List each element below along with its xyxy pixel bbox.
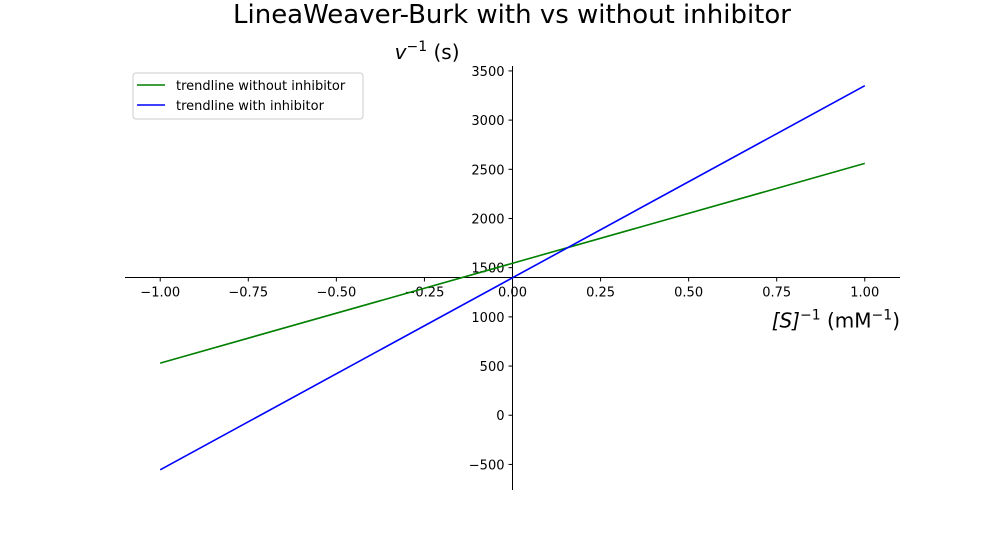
y-tick-label: 2500 <box>471 163 504 178</box>
y-axis-label: v−1 (s) <box>395 39 460 64</box>
x-tick-label: 0.25 <box>586 286 615 301</box>
y-tick-label: 3000 <box>471 114 504 129</box>
legend-label-1: trendline with inhibitor <box>176 99 325 114</box>
x-tick-label: −0.50 <box>316 286 356 301</box>
series-lines <box>159 84 866 471</box>
y-tick-label: 3500 <box>471 65 504 80</box>
x-tick-label: 0.50 <box>674 286 703 301</box>
x-tick-label: −0.25 <box>405 286 445 301</box>
legend-box <box>132 72 364 120</box>
y-tick-label: 1000 <box>471 311 504 326</box>
legend: trendline without inhibitor trendline wit… <box>132 72 364 120</box>
x-tick-label: 0.75 <box>762 286 791 301</box>
y-tick-label: −500 <box>469 458 505 473</box>
series-line-0 <box>159 162 866 364</box>
y-tick-label: 1500 <box>471 262 504 277</box>
x-tick-label: 0.00 <box>498 286 527 301</box>
x-axis-label: [S]−1 (mM−1) <box>772 308 900 333</box>
series-line-1 <box>159 84 866 471</box>
axis-labels: [S]−1 (mM−1) v−1 (s) <box>395 39 900 333</box>
x-tick-label: 1.00 <box>850 286 879 301</box>
y-tick-label: 2000 <box>471 212 504 227</box>
x-tick-label: −1.00 <box>140 286 180 301</box>
ticks: −1.00 −0.75 −0.50 −0.25 0.00 0.25 0.50 0.75 1.00… <box>140 65 879 474</box>
chart-title: LineaWeaver-Burk with vs without inhibit… <box>233 0 791 30</box>
legend-label-0: trendline without inhibitor <box>176 79 346 94</box>
y-tick-label: 500 <box>480 360 505 375</box>
x-tick-label: −0.75 <box>228 286 268 301</box>
y-tick-label: 0 <box>496 409 504 424</box>
